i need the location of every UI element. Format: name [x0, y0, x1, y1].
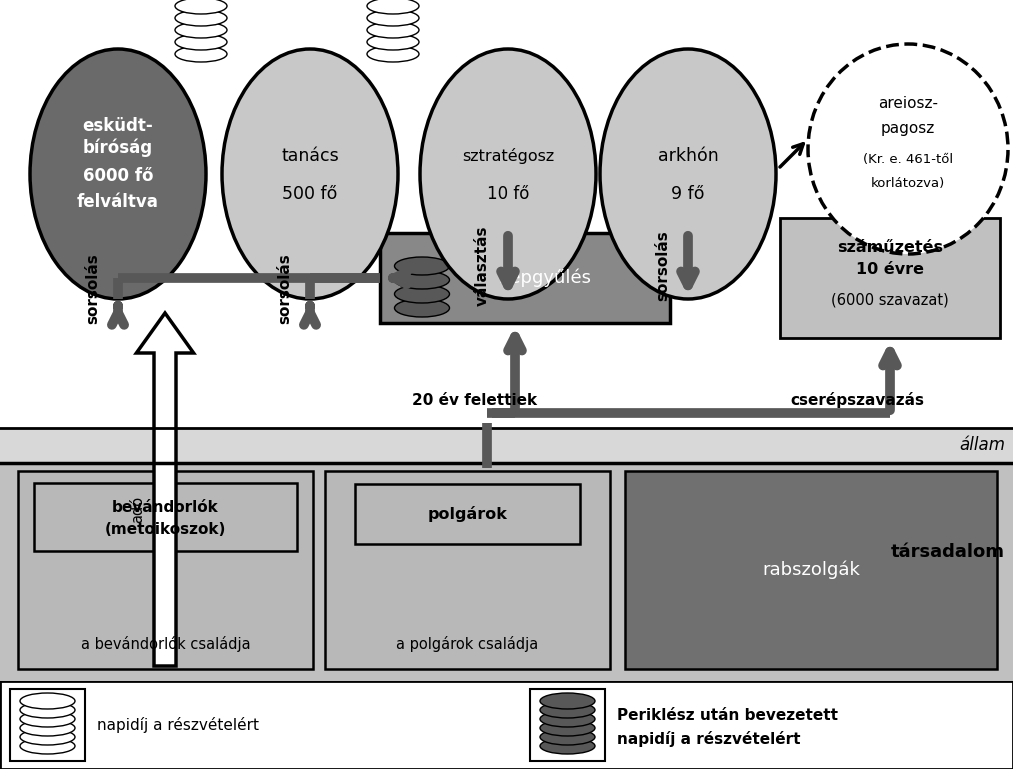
Ellipse shape [540, 693, 595, 709]
Ellipse shape [540, 711, 595, 727]
Ellipse shape [20, 693, 75, 709]
Text: állam: állam [959, 437, 1005, 454]
Text: a polgárok családja: a polgárok családja [396, 636, 539, 652]
Ellipse shape [394, 285, 450, 303]
Text: sorsolás: sorsolás [655, 231, 670, 301]
Text: bevándorlók: bevándorlók [112, 500, 219, 514]
Ellipse shape [367, 34, 419, 50]
Text: tanács: tanács [282, 147, 339, 165]
Text: Periklész után bevezetett: Periklész után bevezetett [617, 707, 838, 723]
Text: sorsolás: sorsolás [277, 253, 292, 324]
Bar [0, 681, 1013, 769]
Ellipse shape [394, 257, 450, 275]
Text: (Kr. e. 461-től: (Kr. e. 461-től [863, 152, 953, 165]
Ellipse shape [367, 22, 419, 38]
Text: (6000 szavazat): (6000 szavazat) [831, 292, 949, 308]
Text: korlátozva): korlátozva) [871, 178, 945, 191]
Text: bíróság: bíróság [83, 138, 153, 157]
Ellipse shape [175, 0, 227, 14]
Ellipse shape [540, 738, 595, 754]
Ellipse shape [20, 738, 75, 754]
Text: 20 év felettiek: 20 év felettiek [412, 393, 538, 408]
Text: választás: választás [475, 226, 490, 306]
Ellipse shape [175, 22, 227, 38]
Bar [625, 471, 997, 669]
Bar [18, 471, 313, 669]
Text: 10 évre: 10 évre [856, 262, 924, 278]
Text: száműzetés: száműzetés [837, 241, 943, 255]
Bar [0, 428, 1013, 463]
Text: 9 fő: 9 fő [672, 185, 705, 203]
Ellipse shape [20, 729, 75, 745]
Bar [0, 463, 1013, 681]
Text: arkhón: arkhón [657, 147, 718, 165]
Text: 10 fő: 10 fő [487, 185, 529, 203]
Ellipse shape [30, 49, 206, 299]
Ellipse shape [367, 10, 419, 26]
Text: esküdt-: esküdt- [83, 117, 153, 135]
Text: pagosz: pagosz [881, 122, 935, 137]
Bar [380, 233, 670, 323]
Ellipse shape [175, 34, 227, 50]
Ellipse shape [420, 49, 596, 299]
Ellipse shape [20, 720, 75, 736]
Ellipse shape [394, 299, 450, 317]
Text: népgyűlés: népgyűlés [498, 268, 592, 288]
Bar [325, 471, 610, 669]
Ellipse shape [540, 702, 595, 718]
Ellipse shape [175, 10, 227, 26]
Text: 500 fő: 500 fő [283, 185, 337, 203]
Text: a bevándorlók családja: a bevándorlók családja [81, 636, 250, 652]
Text: rabszolgák: rabszolgák [762, 561, 860, 579]
Text: polgárok: polgárok [427, 506, 508, 522]
Bar [355, 484, 580, 544]
Ellipse shape [367, 0, 419, 14]
Ellipse shape [175, 46, 227, 62]
Text: napidíj a részvételért: napidíj a részvételért [97, 717, 259, 733]
Text: 6000 fő: 6000 fő [83, 167, 153, 185]
Bar [530, 689, 605, 761]
Ellipse shape [600, 49, 776, 299]
Ellipse shape [540, 729, 595, 745]
Bar [34, 483, 297, 551]
Text: felváltva: felváltva [77, 193, 159, 211]
Ellipse shape [808, 44, 1008, 254]
Text: areiosz-: areiosz- [878, 96, 938, 112]
Ellipse shape [394, 271, 450, 289]
Ellipse shape [367, 46, 419, 62]
Ellipse shape [20, 702, 75, 718]
Text: cserépszavazás: cserépszavazás [790, 392, 924, 408]
Text: napidíj a részvételért: napidíj a részvételért [617, 731, 800, 747]
Text: adó: adó [130, 496, 145, 523]
Bar [780, 218, 1000, 338]
Text: (metoikoszok): (metoikoszok) [104, 521, 226, 537]
Text: társadalom: társadalom [891, 543, 1005, 561]
Ellipse shape [540, 720, 595, 736]
Text: sztratégosz: sztratégosz [462, 148, 554, 164]
Text: sorsolás: sorsolás [85, 253, 100, 324]
Ellipse shape [222, 49, 398, 299]
Bar [10, 689, 85, 761]
Ellipse shape [20, 711, 75, 727]
Polygon shape [137, 313, 193, 666]
